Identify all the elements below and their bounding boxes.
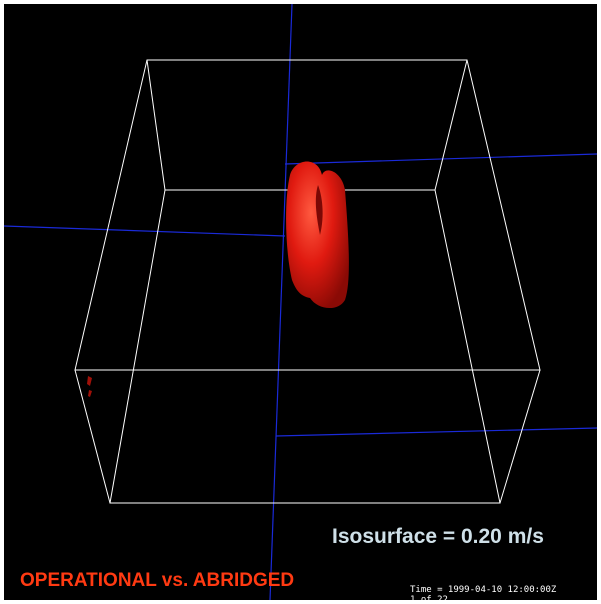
time-label: Time = 1999-04-10 12:00:00Z bbox=[410, 585, 557, 595]
visualization: Isosurface = 0.20 m/s OPERATIONAL vs. AB… bbox=[0, 0, 601, 604]
isosurface-label: Isosurface = 0.20 m/s bbox=[332, 525, 544, 548]
frame-label: 1 of 22 bbox=[410, 595, 448, 604]
comparison-label: OPERATIONAL vs. ABRIDGED bbox=[20, 570, 294, 591]
viewport bbox=[4, 4, 597, 600]
